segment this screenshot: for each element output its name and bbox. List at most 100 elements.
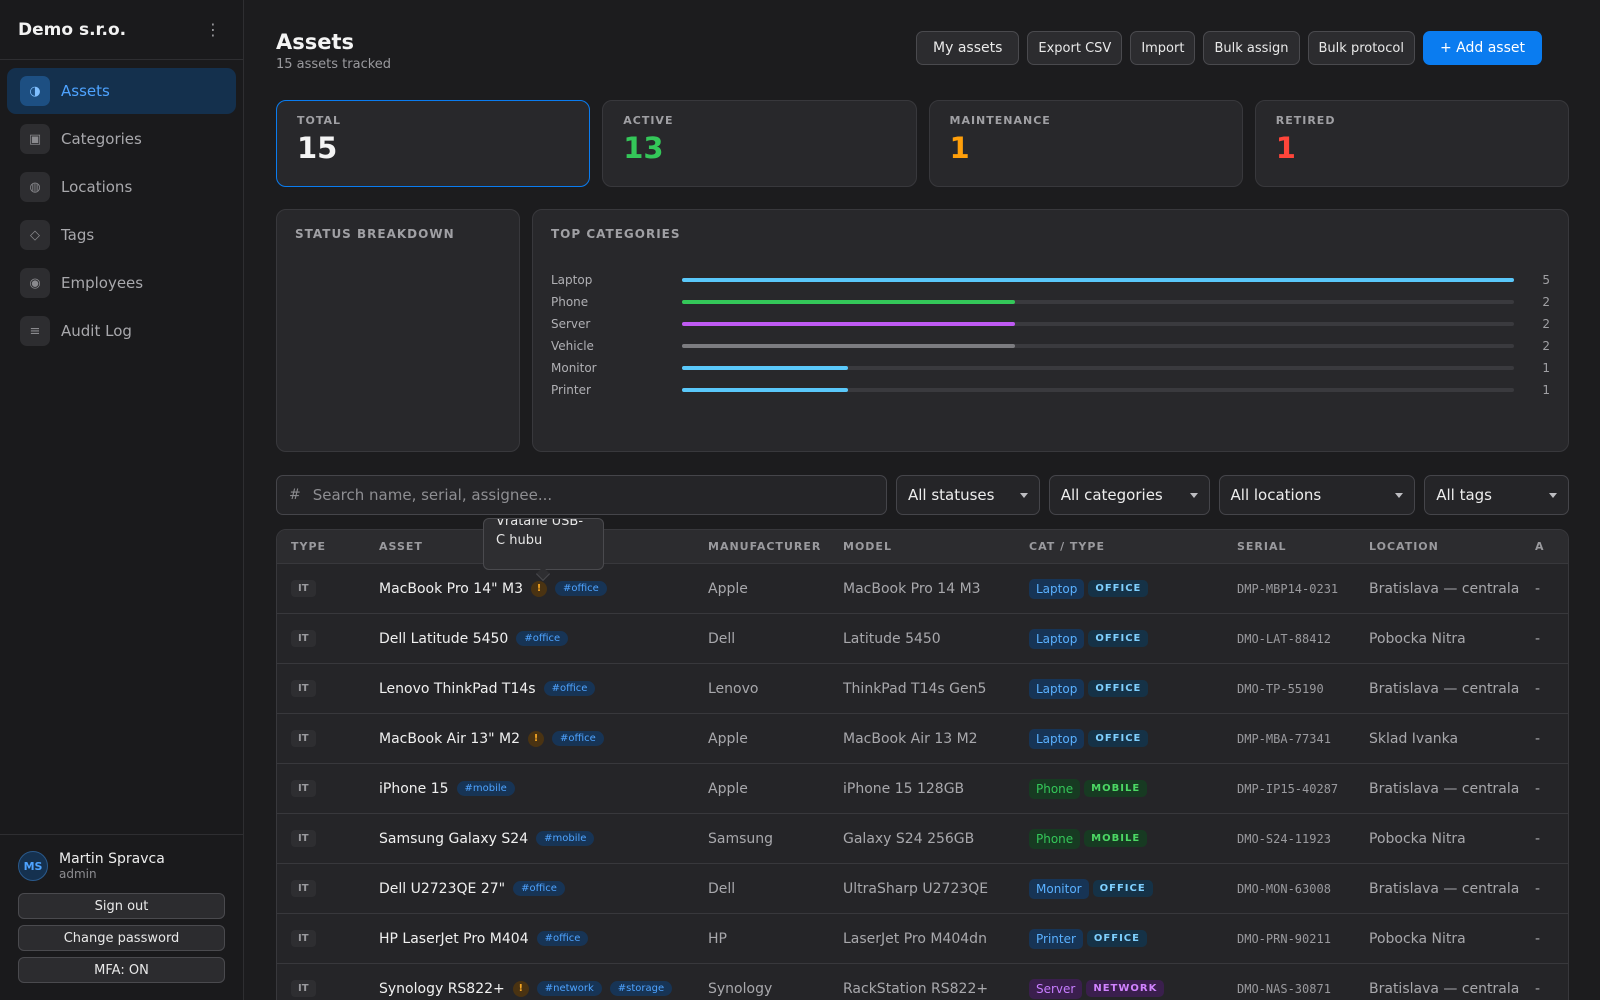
tag-chip[interactable]: #office <box>555 581 607 596</box>
sidebar-item-categories[interactable]: ▣ Categories <box>7 116 236 162</box>
group-badge: OFFICE <box>1092 880 1153 897</box>
serial-text: DMO-PRN-90211 <box>1237 931 1331 946</box>
table-row[interactable]: IT iPhone 15 #mobile Apple iPhone 15 128GB Ph… <box>277 764 1568 814</box>
table-row[interactable]: IT MacBook Air 13" M2! #office Apple MacBook… <box>277 714 1568 764</box>
type-badge: IT <box>291 930 316 947</box>
tag-chip[interactable]: #office <box>516 631 569 646</box>
manufacturer-text: Lenovo <box>708 680 759 697</box>
model-text: Galaxy S24 256GB <box>843 830 975 847</box>
column-header-type[interactable]: TYPE <box>291 540 327 553</box>
asset-name-link[interactable]: iPhone 15 <box>379 780 449 797</box>
asset-name-link[interactable]: Synology RS822+ <box>379 980 505 997</box>
sidebar-item-label: Audit Log <box>61 322 132 340</box>
mfa-toggle-button[interactable]: MFA: ON <box>18 957 225 983</box>
sidebar-item-locations[interactable]: ◍ Locations <box>7 164 236 210</box>
tag-chip[interactable]: #office <box>543 681 596 696</box>
sidebar-item-audit-log[interactable]: ≡ Audit Log <box>7 308 236 354</box>
table-row[interactable]: IT MacBook Pro 14" M3! #office Apple MacBook… <box>277 564 1568 614</box>
warning-icon[interactable]: ! <box>531 580 547 597</box>
column-header-cat-type[interactable]: CAT / TYPE <box>1029 540 1105 553</box>
group-badge: OFFICE <box>1088 630 1149 647</box>
manufacturer-cell: Dell <box>708 864 735 913</box>
model-cell: RackStation RS822+ <box>843 964 988 1000</box>
category-bar-track <box>682 300 1514 304</box>
stat-label: MAINTENANCE <box>949 114 1051 127</box>
column-header-location[interactable]: LOCATION <box>1369 540 1439 553</box>
more-menu-icon[interactable]: ⋮ <box>205 20 221 39</box>
tag-chip[interactable]: #office <box>552 731 604 746</box>
category-filter-select[interactable]: All categories <box>1048 475 1210 515</box>
asset-name-link[interactable]: Lenovo ThinkPad T14s <box>379 680 536 697</box>
table-row[interactable]: IT Samsung Galaxy S24 #mobile Samsung Galaxy… <box>277 814 1568 864</box>
tags-filter-select[interactable]: All tags <box>1424 475 1569 515</box>
import-button[interactable]: Import <box>1130 31 1196 65</box>
asset-name-link[interactable]: MacBook Air 13" M2 <box>379 730 521 747</box>
export-csv-button[interactable]: Export CSV <box>1027 31 1123 65</box>
table-row[interactable]: IT HP LaserJet Pro M404 #office HP LaserJet … <box>277 914 1568 964</box>
extra-text: - <box>1535 630 1541 647</box>
tag-chip[interactable]: #network <box>536 981 602 996</box>
column-header-serial[interactable]: SERIAL <box>1237 540 1287 553</box>
tag-chip[interactable]: #office <box>513 881 565 896</box>
column-header-asset[interactable]: ASSET <box>379 540 423 553</box>
asset-name-link[interactable]: Dell U2723QE 27" <box>379 880 506 897</box>
location-filter-select[interactable]: All locations <box>1218 475 1416 515</box>
manufacturer-cell: Samsung <box>708 814 773 863</box>
bulk-protocol-button[interactable]: Bulk protocol <box>1307 31 1415 65</box>
stat-card-active[interactable]: ACTIVE 13 <box>602 100 917 187</box>
warning-icon[interactable]: ! <box>528 730 545 747</box>
stat-card-total[interactable]: TOTAL 15 <box>276 100 591 187</box>
search-icon: # <box>289 487 301 503</box>
manufacturer-text: Samsung <box>708 830 774 847</box>
manufacturer-text: Apple <box>708 580 748 597</box>
add-asset-button[interactable]: + Add asset <box>1422 31 1542 65</box>
extra-text: - <box>1535 830 1541 847</box>
table-row[interactable]: IT Synology RS822+! #network #storage Synolo… <box>277 964 1568 1000</box>
tag-chip[interactable]: #office <box>536 931 589 946</box>
type-cell: IT <box>291 914 316 963</box>
warning-icon[interactable]: ! <box>512 980 529 997</box>
column-header-model[interactable]: MODEL <box>843 540 892 553</box>
asset-name-link[interactable]: MacBook Pro 14" M3 <box>379 580 523 597</box>
manufacturer-cell: Apple <box>708 764 748 813</box>
status-filter-select[interactable]: All statuses <box>895 475 1040 515</box>
model-cell: LaserJet Pro M404dn <box>843 914 987 963</box>
chevron-down-icon <box>1189 492 1198 498</box>
sidebar-item-tags[interactable]: ◇ Tags <box>7 212 236 258</box>
stat-card-retired[interactable]: RETIRED 1 <box>1254 100 1569 187</box>
avatar: MS <box>18 851 48 881</box>
change-password-button[interactable]: Change password <box>18 925 225 951</box>
group-badge: NETWORK <box>1086 980 1165 997</box>
my-assets-button[interactable]: My assets <box>916 31 1020 65</box>
model-cell: MacBook Pro 14 M3 <box>843 564 981 613</box>
tags-icon: ◇ <box>20 220 50 250</box>
search-input[interactable] <box>312 486 874 504</box>
column-header-extra[interactable]: A <box>1535 540 1545 553</box>
model-cell: MacBook Air 13 M2 <box>843 714 978 763</box>
serial-cell: DMO-MON-63008 <box>1237 864 1331 913</box>
extra-text: - <box>1535 580 1541 597</box>
category-cell: Laptop OFFICE <box>1029 564 1149 613</box>
location-text: Pobocka Nitra <box>1369 830 1466 847</box>
tag-chip[interactable]: #storage <box>609 981 673 996</box>
table-row[interactable]: IT Lenovo ThinkPad T14s #office Lenovo Think… <box>277 664 1568 714</box>
type-cell: IT <box>291 764 316 813</box>
tag-chip[interactable]: #mobile <box>456 781 515 796</box>
category-cell: Laptop OFFICE <box>1029 614 1149 663</box>
manufacturer-text: Apple <box>708 780 748 797</box>
table-row[interactable]: IT Dell Latitude 5450 #office Dell Latitude … <box>277 614 1568 664</box>
stat-card-maintenance[interactable]: MAINTENANCE 1 <box>928 100 1243 187</box>
column-header-manufacturer[interactable]: MANUFACTURER <box>708 540 822 553</box>
category-bars: Laptop 5 Phone 2 Server 2 Vehicle 2 Monitor 1 Prin… <box>551 269 1550 401</box>
tag-chip[interactable]: #mobile <box>536 831 595 846</box>
sidebar-item-employees[interactable]: ◉ Employees <box>7 260 236 306</box>
sidebar-item-assets[interactable]: ◑ Assets <box>7 68 236 114</box>
serial-cell: DMO-TP-55190 <box>1237 664 1324 713</box>
table-row[interactable]: IT Dell U2723QE 27" #office Dell UltraSharp … <box>277 864 1568 914</box>
asset-name-link[interactable]: Dell Latitude 5450 <box>379 630 509 647</box>
search-box[interactable]: # <box>276 475 887 515</box>
bulk-assign-button[interactable]: Bulk assign <box>1203 31 1300 65</box>
sign-out-button[interactable]: Sign out <box>18 893 225 919</box>
asset-name-link[interactable]: HP LaserJet Pro M404 <box>379 930 529 947</box>
asset-name-link[interactable]: Samsung Galaxy S24 <box>379 830 529 847</box>
